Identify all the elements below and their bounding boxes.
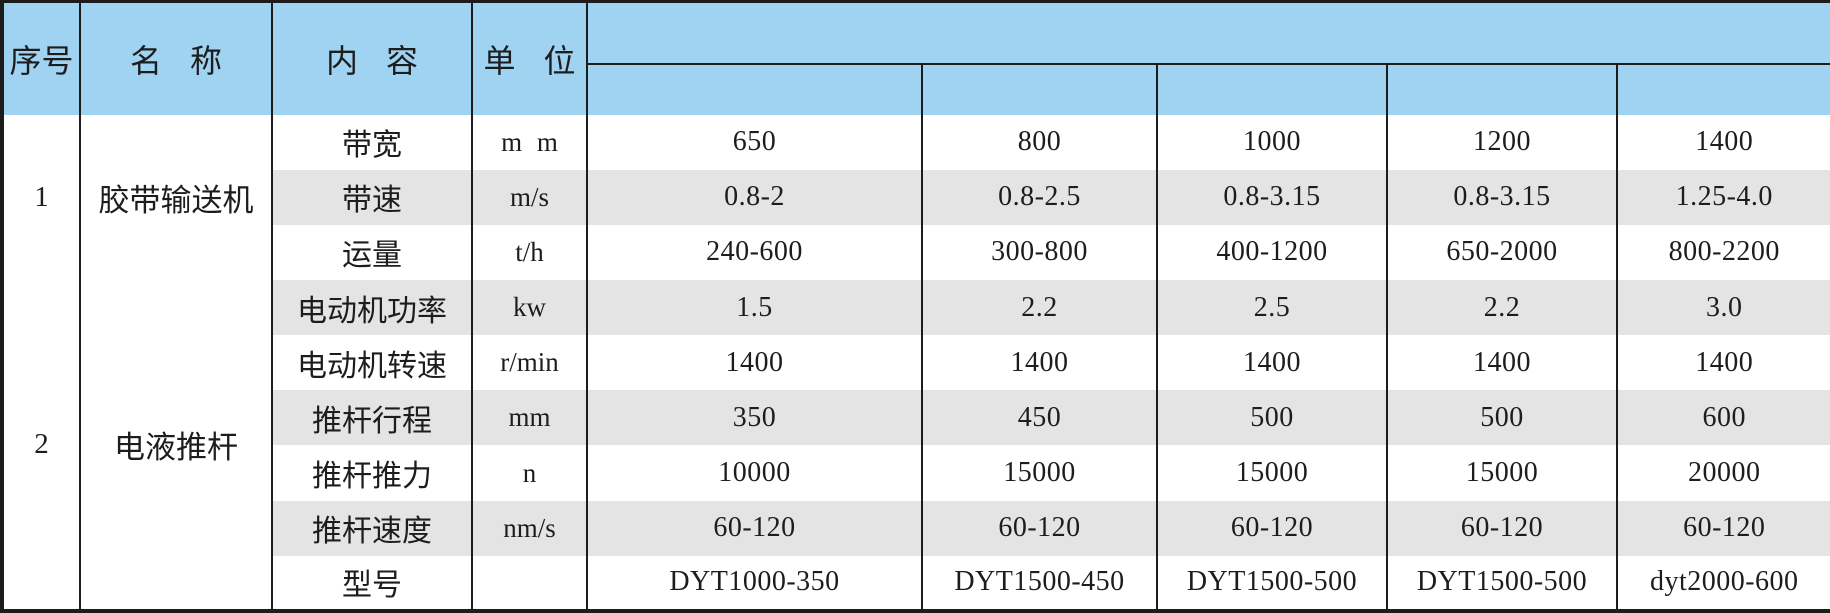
content-cell: 电动机功率 [271,279,472,336]
unit-cell: kw [471,279,587,336]
value-cell: 650 [586,114,922,170]
value-cell: 1400 [1386,335,1617,391]
content-cell: 推杆行程 [271,390,472,446]
value-cell: 10000 [586,445,922,501]
unit-cell: nm/s [471,500,587,556]
value-cell: 400-1200 [1156,224,1387,280]
value-cell: 1400 [1616,114,1830,170]
table-row: 推杆速度 nm/s 60-120 60-120 60-120 60-120 60-120 [2,500,1830,556]
value-cell: dyt2000-600 [1616,555,1830,611]
group-name-cell: 电液推杆 [79,279,272,611]
value-cell: 600 [1616,390,1830,446]
value-cell: 3.0 [1616,279,1830,336]
unit-cell: n [471,445,587,501]
value-cell: 2.2 [1386,279,1617,336]
value-cell: 1.25-4.0 [1616,169,1830,225]
table-row: 2 电液推杆 电动机功率 kw 1.5 2.2 2.5 2.2 3.0 [1,279,1830,611]
header-seq: 序号 [1,1,80,115]
content-cell: 电动机转速 [271,335,472,391]
content-cell: 推杆推力 [271,445,472,501]
unit-cell: mm [471,390,587,446]
content-cell: 型号 [271,555,472,611]
value-cell: 1400 [1616,335,1830,391]
content-cell: 推杆速度 [271,500,472,556]
value-cell: 0.8-3.15 [1156,169,1387,225]
group-name-cell: 胶带输送机 [79,114,272,280]
row-index-cell: 1 [1,114,80,280]
table-row: 推杆推力 n 10000 15000 15000 15000 20000 [2,445,1830,501]
table-body: 1 胶带输送机 带宽 m m 650 800 1000 1200 1400 带速 m/s 0.8-2 0… [1,114,1830,611]
table-header: 序号 名 称 内 容 单 位 [1,1,1830,115]
content-cell: 运量 [271,224,472,280]
value-cell: DYT1500-450 [921,555,1157,611]
header-model-col [586,63,922,115]
value-cell: 500 [1156,390,1387,446]
header-name: 名 称 [79,1,272,115]
header-content: 内 容 [271,1,472,115]
unit-cell: r/min [471,335,587,391]
value-cell: 2.2 [921,279,1157,336]
unit-cell: t/h [471,224,587,280]
header-model-col [1386,63,1617,115]
unit-cell [471,555,587,611]
value-cell: 1000 [1156,114,1387,170]
row-index-cell: 2 [1,279,80,611]
value-cell: 0.8-2.5 [921,169,1157,225]
value-cell: DYT1000-350 [586,555,922,611]
header-unit: 单 位 [471,1,587,115]
content-cell: 带宽 [271,114,472,170]
value-cell: 60-120 [586,500,922,556]
table-row: 带速 m/s 0.8-2 0.8-2.5 0.8-3.15 0.8-3.15 1.25-4.… [2,169,1830,225]
value-cell: 0.8-2 [586,169,922,225]
header-models-merged [586,1,1830,65]
value-cell: 1400 [921,335,1157,391]
value-cell: 1400 [586,335,922,391]
value-cell: 1400 [1156,335,1387,391]
value-cell: 60-120 [1616,500,1830,556]
table-row: 运量 t/h 240-600 300-800 400-1200 650-2000 800-2… [2,224,1830,280]
value-cell: 1200 [1386,114,1617,170]
value-cell: 350 [586,390,922,446]
value-cell: 500 [1386,390,1617,446]
value-cell: 450 [921,390,1157,446]
value-cell: 20000 [1616,445,1830,501]
header-model-subrow [2,63,1830,115]
unit-cell: m/s [471,169,587,225]
unit-cell: m m [471,114,587,170]
value-cell: 800 [921,114,1157,170]
value-cell: 650-2000 [1386,224,1617,280]
value-cell: 15000 [1386,445,1617,501]
content-cell: 带速 [271,169,472,225]
value-cell: 15000 [921,445,1157,501]
table-row: 电动机转速 r/min 1400 1400 1400 1400 1400 [2,335,1830,391]
header-model-col [1156,63,1387,115]
value-cell: DYT1500-500 [1386,555,1617,611]
value-cell: DYT1500-500 [1156,555,1387,611]
value-cell: 0.8-3.15 [1386,169,1617,225]
value-cell: 1.5 [586,279,922,336]
value-cell: 60-120 [1156,500,1387,556]
table-row: 推杆行程 mm 350 450 500 500 600 [2,390,1830,446]
header-model-col [921,63,1157,115]
value-cell: 240-600 [586,224,922,280]
value-cell: 60-120 [921,500,1157,556]
table-row: 型号 DYT1000-350 DYT1500-450 DYT1500-500 DYT15… [2,555,1830,611]
value-cell: 800-2200 [1616,224,1830,280]
value-cell: 2.5 [1156,279,1387,336]
value-cell: 300-800 [921,224,1157,280]
header-model-col [1616,63,1830,115]
table-row: 1 胶带输送机 带宽 m m 650 800 1000 1200 1400 [1,114,1830,280]
value-cell: 60-120 [1386,500,1617,556]
value-cell: 15000 [1156,445,1387,501]
